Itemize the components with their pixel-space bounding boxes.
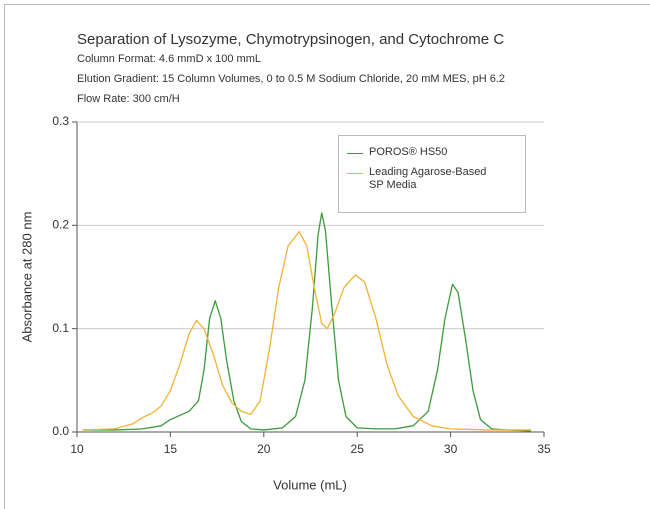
legend-item: POROS® HS50 bbox=[347, 146, 499, 159]
x-axis-label: Volume (mL) bbox=[273, 477, 347, 492]
y-tick-label: 0.0 bbox=[52, 424, 69, 438]
subtitle: Elution Gradient: 15 Column Volumes, 0 t… bbox=[77, 73, 505, 85]
y-tick-label: 0.1 bbox=[52, 321, 69, 335]
series-line bbox=[82, 212, 531, 432]
subtitle: Column Format: 4.6 mmD x 100 mmL bbox=[77, 53, 261, 65]
y-tick-label: 0.2 bbox=[52, 218, 69, 232]
y-tick-label: 0.3 bbox=[52, 114, 69, 128]
legend-item: Leading Agarose-Based SP Media bbox=[347, 166, 499, 192]
legend-label: Leading Agarose-Based SP Media bbox=[369, 166, 487, 191]
x-tick-label: 25 bbox=[351, 442, 365, 456]
y-axis-label: Absorbance at 280 nm bbox=[19, 212, 34, 343]
x-tick-label: 10 bbox=[70, 442, 84, 456]
x-tick-label: 15 bbox=[164, 442, 178, 456]
subtitle: Flow Rate: 300 cm/H bbox=[77, 93, 180, 105]
x-tick-label: 30 bbox=[444, 442, 458, 456]
legend-label: POROS® HS50 bbox=[369, 146, 448, 158]
legend: POROS® HS50 Leading Agarose-Based SP Medi… bbox=[338, 135, 526, 213]
chart-title: Separation of Lysozyme, Chymotrypsinogen… bbox=[77, 31, 504, 48]
legend-swatch bbox=[347, 153, 363, 154]
legend-swatch bbox=[347, 173, 363, 174]
x-tick-label: 20 bbox=[257, 442, 271, 456]
x-tick-label: 35 bbox=[537, 442, 551, 456]
frame bbox=[4, 4, 650, 509]
series-line bbox=[82, 230, 531, 431]
